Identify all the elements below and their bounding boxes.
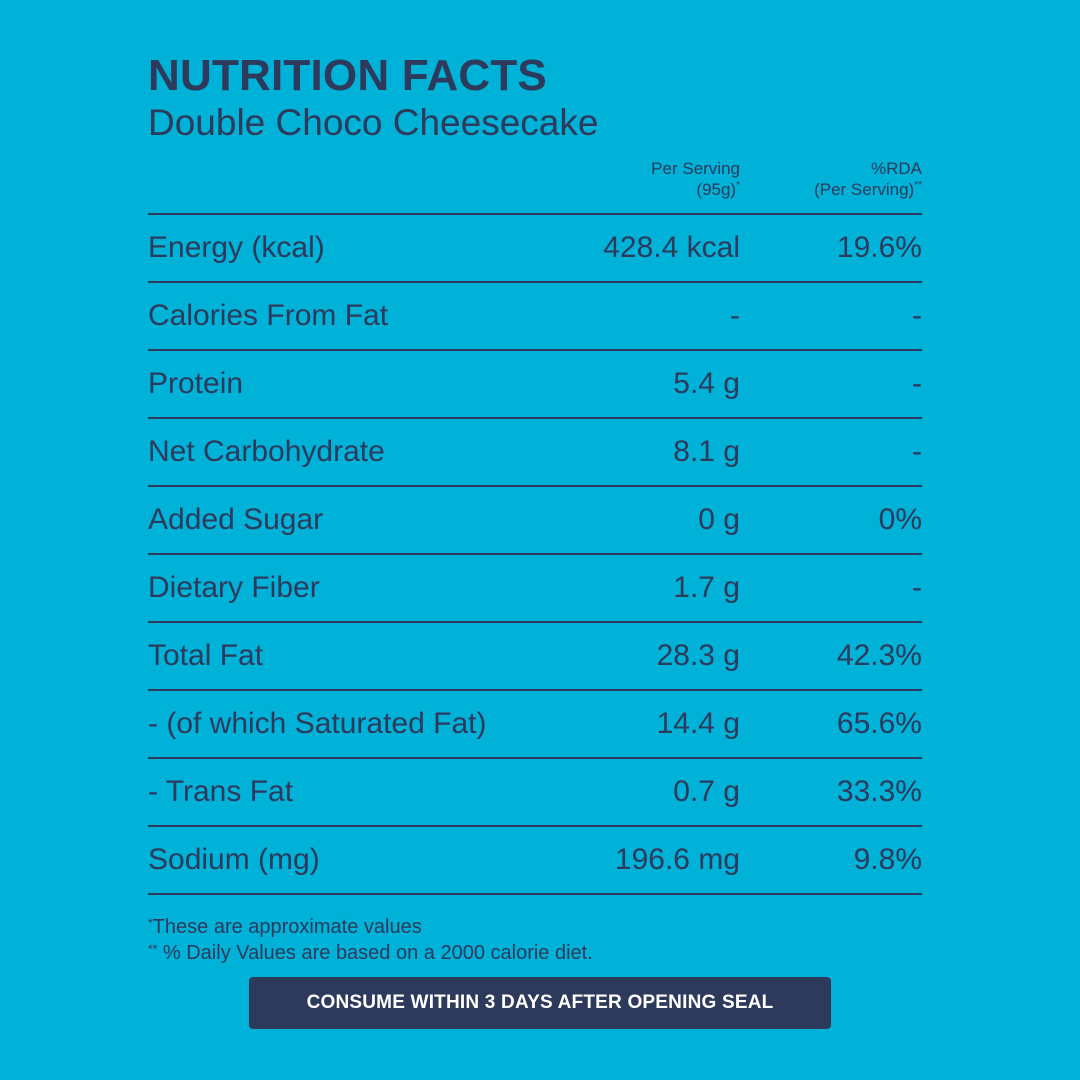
table-row: Calories From Fat - - [148, 283, 922, 351]
nutrient-value: 5.4 g [673, 367, 740, 400]
nutrient-rda: 9.8% [853, 843, 922, 876]
table-row: Added Sugar 0 g 0% [148, 487, 922, 555]
serving-footnote-mark: * [736, 180, 740, 191]
rda-column-header: %RDA (Per Serving)** [814, 158, 922, 200]
nutrient-rda: 42.3% [836, 639, 922, 672]
rda-footnote-mark: ** [914, 180, 922, 191]
nutrition-table: Energy (kcal) 428.4 kcal 19.6% Calories … [148, 213, 922, 895]
nutrient-label: - Trans Fat [148, 775, 294, 808]
column-headers: Per Serving (95g)* %RDA (Per Serving)** [148, 158, 922, 210]
footnote-mark: ** [148, 942, 158, 956]
footnote-text: % Daily Values are based on a 2000 calor… [157, 942, 593, 964]
nutrient-rda: - [912, 367, 922, 400]
page-title: NUTRITION FACTS [148, 51, 547, 100]
nutrient-value: 196.6 mg [614, 843, 740, 876]
nutrient-rda: 33.3% [836, 775, 922, 808]
nutrient-rda: 65.6% [836, 707, 922, 740]
nutrient-rda: 0% [878, 503, 922, 536]
table-row: Energy (kcal) 428.4 kcal 19.6% [148, 215, 922, 283]
footnote-text: These are approximate values [152, 916, 422, 938]
per-serving-header-line1: Per Serving [651, 159, 740, 178]
nutrient-label: Net Carbohydrate [148, 435, 385, 468]
table-row: Sodium (mg) 196.6 mg 9.8% [148, 827, 922, 895]
nutrient-rda: - [912, 299, 922, 332]
nutrient-value: 1.7 g [673, 571, 740, 604]
footnote-daily-values: ** % Daily Values are based on a 2000 ca… [148, 940, 922, 966]
table-row: Net Carbohydrate 8.1 g - [148, 419, 922, 487]
nutrient-value: 14.4 g [656, 707, 740, 740]
table-row: - (of which Saturated Fat) 14.4 g 65.6% [148, 691, 922, 759]
nutrient-label: Protein [148, 367, 244, 400]
table-row: Dietary Fiber 1.7 g - [148, 555, 922, 623]
footnote-mark: * [148, 916, 153, 930]
nutrition-label: NUTRITION FACTS Double Choco Cheesecake … [148, 52, 922, 966]
nutrient-value: - [730, 299, 740, 332]
storage-instruction-banner: CONSUME WITHIN 3 DAYS AFTER OPENING SEAL [249, 977, 831, 1029]
table-row: - Trans Fat 0.7 g 33.3% [148, 759, 922, 827]
nutrient-rda: 19.6% [836, 231, 922, 264]
nutrient-rda: - [912, 571, 922, 604]
nutrient-label: Total Fat [148, 639, 264, 672]
nutrient-label: Dietary Fiber [148, 571, 320, 604]
nutrient-label: Energy (kcal) [148, 231, 325, 264]
per-serving-column-header: Per Serving (95g)* [651, 158, 740, 200]
nutrient-value: 428.4 kcal [603, 231, 740, 264]
nutrient-label: - (of which Saturated Fat) [148, 707, 487, 740]
table-row: Protein 5.4 g - [148, 351, 922, 419]
nutrient-value: 0 g [698, 503, 740, 536]
rda-header-line1: %RDA [870, 159, 922, 178]
per-serving-header-line2: (95g)* [651, 179, 740, 200]
nutrient-label: Sodium (mg) [148, 843, 320, 876]
product-name: Double Choco Cheesecake [148, 102, 599, 143]
rda-basis: (Per Serving) [814, 180, 915, 199]
nutrient-label: Calories From Fat [148, 299, 389, 332]
nutrient-value: 8.1 g [673, 435, 740, 468]
nutrient-label: Added Sugar [148, 503, 324, 536]
nutrient-rda: - [912, 435, 922, 468]
table-row: Total Fat 28.3 g 42.3% [148, 623, 922, 691]
serving-size: (95g) [696, 180, 737, 199]
footnotes: *These are approximate values ** % Daily… [148, 914, 922, 966]
nutrient-value: 28.3 g [656, 639, 740, 672]
rda-header-line2: (Per Serving)** [814, 179, 922, 200]
footnote-approximate: *These are approximate values [148, 914, 922, 940]
nutrient-value: 0.7 g [673, 775, 740, 808]
